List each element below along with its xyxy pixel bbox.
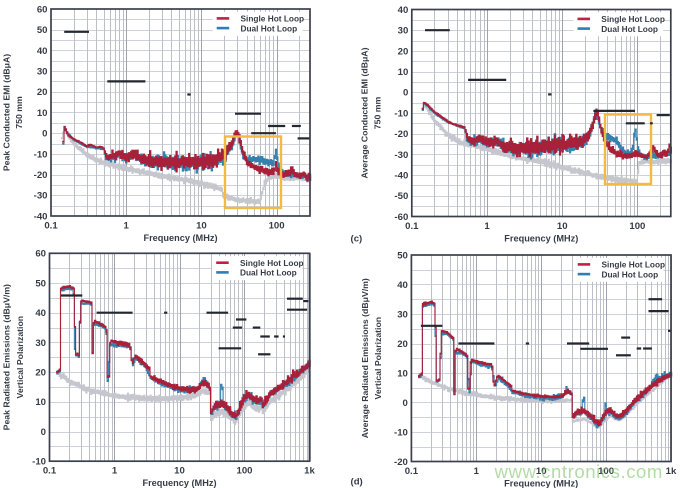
svg-text:Frequency (MHz): Frequency (MHz) bbox=[504, 479, 578, 488]
svg-text:1: 1 bbox=[124, 221, 130, 232]
svg-text:10: 10 bbox=[174, 466, 185, 477]
svg-text:Dual Hot Loop: Dual Hot Loop bbox=[241, 23, 298, 33]
svg-text:Average Radiated Emissions (dB: Average Radiated Emissions (dBμV/m) bbox=[360, 278, 370, 438]
svg-text:0: 0 bbox=[403, 398, 408, 409]
svg-text:40: 40 bbox=[37, 46, 48, 57]
svg-text:0: 0 bbox=[403, 88, 408, 99]
svg-text:Frequency (MHz): Frequency (MHz) bbox=[143, 233, 217, 243]
svg-text:1: 1 bbox=[484, 221, 490, 232]
svg-text:-10: -10 bbox=[32, 457, 46, 468]
svg-text:Peak Conducted EMI (dBμA): Peak Conducted EMI (dBμA) bbox=[1, 54, 11, 171]
svg-text:30: 30 bbox=[397, 309, 408, 320]
svg-text:40: 40 bbox=[398, 5, 409, 16]
svg-text:Single Hot Loop: Single Hot Loop bbox=[241, 14, 305, 24]
svg-text:Single Hot Loop: Single Hot Loop bbox=[240, 258, 304, 268]
svg-text:Average Conducted EMI (dBμA): Average Conducted EMI (dBμA) bbox=[359, 47, 369, 178]
svg-text:0.1: 0.1 bbox=[44, 221, 58, 232]
svg-text:50: 50 bbox=[397, 250, 408, 261]
svg-text:10: 10 bbox=[196, 221, 207, 232]
svg-text:-30: -30 bbox=[394, 150, 408, 161]
svg-text:-10: -10 bbox=[394, 108, 408, 119]
svg-text:www.cntronics.com: www.cntronics.com bbox=[494, 461, 663, 482]
svg-text:(c): (c) bbox=[351, 234, 363, 245]
svg-text:20: 20 bbox=[35, 368, 46, 379]
svg-text:10: 10 bbox=[397, 368, 408, 379]
svg-text:100: 100 bbox=[269, 221, 285, 232]
svg-text:Vertical Polarization: Vertical Polarization bbox=[15, 316, 25, 399]
svg-text:-10: -10 bbox=[34, 149, 48, 160]
svg-text:10: 10 bbox=[37, 108, 48, 119]
svg-text:Vertical Polarization: Vertical Polarization bbox=[373, 317, 383, 400]
svg-text:-30: -30 bbox=[34, 191, 48, 202]
svg-text:100: 100 bbox=[598, 466, 614, 477]
svg-text:20: 20 bbox=[398, 46, 409, 57]
svg-text:1k: 1k bbox=[666, 466, 677, 477]
svg-text:(d): (d) bbox=[351, 477, 363, 488]
svg-text:30: 30 bbox=[35, 338, 46, 349]
svg-text:50: 50 bbox=[35, 278, 46, 289]
svg-text:20: 20 bbox=[37, 87, 48, 98]
svg-text:0.1: 0.1 bbox=[43, 466, 57, 477]
svg-text:0.1: 0.1 bbox=[405, 221, 419, 232]
svg-text:10: 10 bbox=[536, 466, 547, 477]
svg-text:50: 50 bbox=[37, 25, 48, 36]
svg-text:1: 1 bbox=[112, 466, 118, 477]
svg-text:0.1: 0.1 bbox=[405, 466, 419, 477]
svg-text:-50: -50 bbox=[394, 191, 408, 202]
svg-text:-20: -20 bbox=[394, 457, 408, 468]
svg-text:40: 40 bbox=[397, 280, 408, 291]
svg-text:-60: -60 bbox=[394, 212, 408, 223]
svg-text:100: 100 bbox=[236, 466, 252, 477]
svg-text:10: 10 bbox=[35, 397, 46, 408]
svg-text:40: 40 bbox=[35, 308, 46, 319]
svg-text:750 mm: 750 mm bbox=[373, 97, 383, 130]
svg-text:Dual Hot Loop: Dual Hot Loop bbox=[602, 269, 659, 279]
svg-text:10: 10 bbox=[398, 67, 409, 78]
svg-text:1: 1 bbox=[474, 466, 480, 477]
svg-text:10: 10 bbox=[557, 221, 568, 232]
svg-text:60: 60 bbox=[35, 249, 46, 260]
svg-text:60: 60 bbox=[37, 4, 48, 15]
svg-text:Peak Radiated Emissions (dBμV/: Peak Radiated Emissions (dBμV/m) bbox=[1, 284, 11, 430]
svg-text:-20: -20 bbox=[394, 129, 408, 140]
svg-text:Dual Hot Loop: Dual Hot Loop bbox=[601, 24, 658, 34]
svg-text:1k: 1k bbox=[304, 466, 315, 477]
svg-text:-10: -10 bbox=[394, 427, 408, 438]
svg-text:-20: -20 bbox=[34, 170, 48, 181]
svg-text:0: 0 bbox=[42, 129, 47, 140]
svg-text:Single Hot Loop: Single Hot Loop bbox=[601, 14, 665, 24]
svg-text:30: 30 bbox=[37, 67, 48, 78]
svg-text:-40: -40 bbox=[394, 171, 408, 182]
svg-text:20: 20 bbox=[397, 339, 408, 350]
svg-text:100: 100 bbox=[629, 221, 645, 232]
svg-text:750 mm: 750 mm bbox=[14, 96, 24, 129]
svg-text:Single Hot Loop: Single Hot Loop bbox=[602, 260, 666, 270]
svg-text:Frequency (MHz): Frequency (MHz) bbox=[142, 478, 216, 488]
svg-text:Frequency (MHz): Frequency (MHz) bbox=[504, 234, 578, 244]
svg-text:30: 30 bbox=[398, 26, 409, 37]
svg-text:-40: -40 bbox=[34, 211, 48, 222]
svg-text:0: 0 bbox=[41, 427, 46, 438]
svg-text:Dual Hot Loop: Dual Hot Loop bbox=[240, 268, 297, 278]
